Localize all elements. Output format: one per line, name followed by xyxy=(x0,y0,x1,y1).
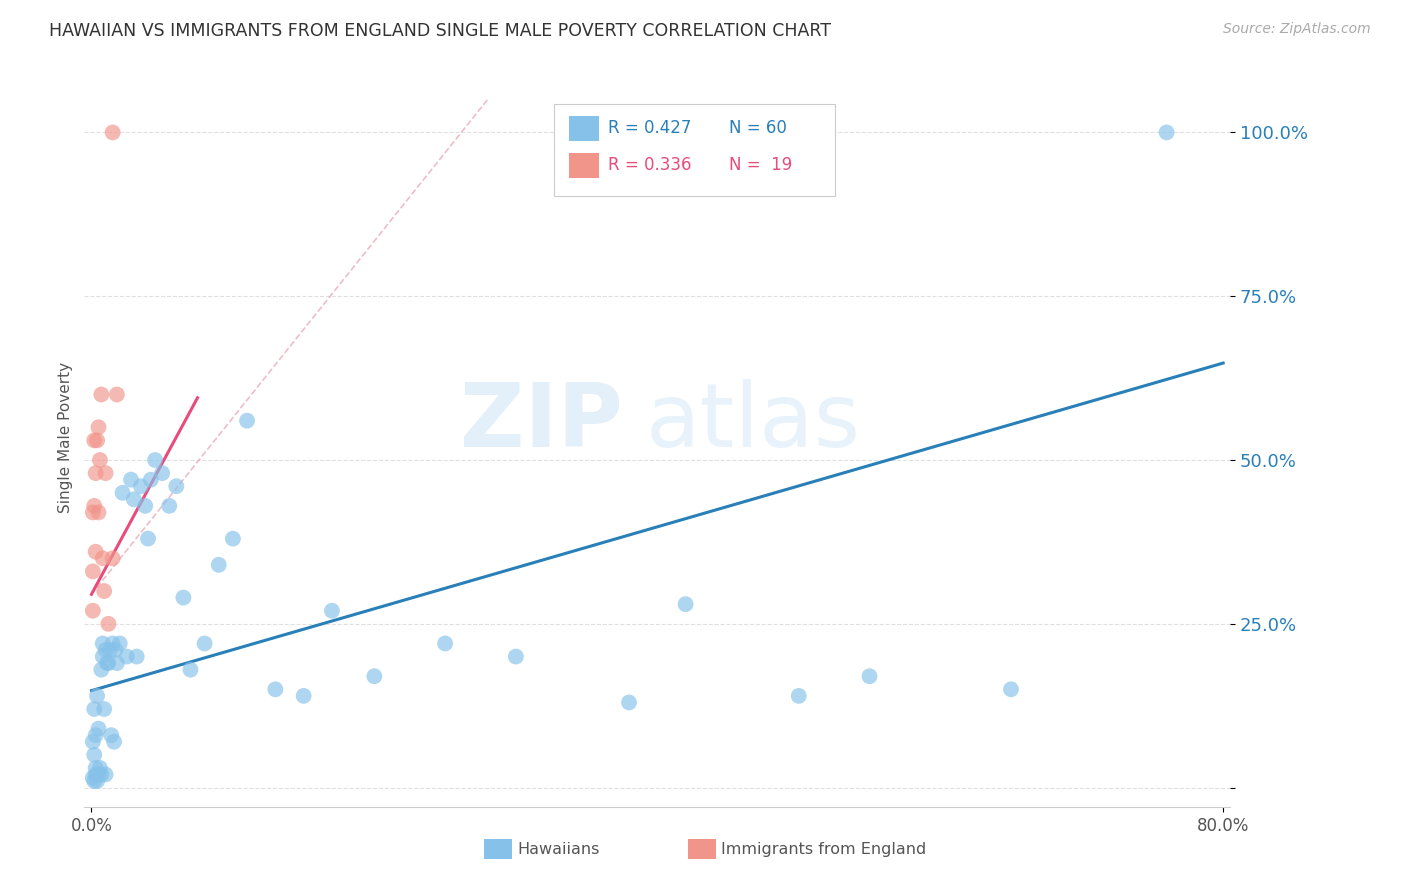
Text: R = 0.427: R = 0.427 xyxy=(607,120,692,137)
Point xyxy=(82,565,104,579)
FancyBboxPatch shape xyxy=(569,153,599,178)
Point xyxy=(89,761,111,775)
Point xyxy=(91,636,114,650)
Point xyxy=(134,499,156,513)
Point xyxy=(105,656,128,670)
Point xyxy=(84,466,107,480)
Point xyxy=(82,505,104,519)
Point xyxy=(82,604,104,618)
Point xyxy=(787,689,810,703)
Point xyxy=(93,584,115,599)
Point xyxy=(108,636,131,650)
Point xyxy=(105,387,128,401)
Text: ZIP: ZIP xyxy=(460,379,623,466)
Point xyxy=(82,735,104,749)
Point xyxy=(83,499,105,513)
Point xyxy=(115,649,138,664)
Point xyxy=(1156,125,1178,139)
Point xyxy=(222,532,245,546)
Point xyxy=(165,479,187,493)
Point xyxy=(84,728,107,742)
FancyBboxPatch shape xyxy=(569,116,599,141)
Point xyxy=(94,767,117,781)
Text: atlas: atlas xyxy=(645,379,860,466)
Point xyxy=(111,485,134,500)
FancyBboxPatch shape xyxy=(554,104,835,196)
Point xyxy=(858,669,880,683)
Point xyxy=(89,453,111,467)
Point xyxy=(157,499,180,513)
Point xyxy=(87,722,110,736)
Point xyxy=(100,728,122,742)
Point xyxy=(179,663,201,677)
Point xyxy=(292,689,315,703)
Point xyxy=(87,505,110,519)
Point xyxy=(82,771,104,785)
Point xyxy=(97,656,120,670)
Point xyxy=(104,643,127,657)
Text: N =  19: N = 19 xyxy=(730,156,793,174)
Point xyxy=(194,636,217,650)
Point xyxy=(94,643,117,657)
Text: Source: ZipAtlas.com: Source: ZipAtlas.com xyxy=(1223,22,1371,37)
Point xyxy=(94,466,117,480)
Text: Immigrants from England: Immigrants from England xyxy=(721,842,927,856)
Point xyxy=(125,649,148,664)
Point xyxy=(675,597,697,611)
Point xyxy=(86,774,108,789)
Y-axis label: Single Male Poverty: Single Male Poverty xyxy=(58,361,73,513)
Point xyxy=(122,492,145,507)
Point xyxy=(129,479,152,493)
Point xyxy=(83,747,105,762)
Point xyxy=(321,604,343,618)
Point xyxy=(84,761,107,775)
Point xyxy=(101,636,124,650)
Point xyxy=(363,669,385,683)
Point xyxy=(208,558,231,572)
Point xyxy=(101,125,124,139)
Point xyxy=(84,767,107,781)
Text: Hawaiians: Hawaiians xyxy=(517,842,600,856)
Text: N = 60: N = 60 xyxy=(730,120,787,137)
Point xyxy=(93,702,115,716)
Point xyxy=(617,695,640,709)
Point xyxy=(83,774,105,789)
Point xyxy=(172,591,194,605)
Point xyxy=(139,473,162,487)
Point xyxy=(84,545,107,559)
Point xyxy=(434,636,457,650)
Point xyxy=(86,689,108,703)
Point xyxy=(143,453,166,467)
Text: HAWAIIAN VS IMMIGRANTS FROM ENGLAND SINGLE MALE POVERTY CORRELATION CHART: HAWAIIAN VS IMMIGRANTS FROM ENGLAND SING… xyxy=(49,22,831,40)
Point xyxy=(91,649,114,664)
Text: R = 0.336: R = 0.336 xyxy=(607,156,692,174)
Point xyxy=(90,663,112,677)
Point xyxy=(264,682,287,697)
Point xyxy=(103,735,125,749)
Point xyxy=(1000,682,1022,697)
Point xyxy=(87,420,110,434)
Point xyxy=(97,616,120,631)
Point xyxy=(87,767,110,781)
Point xyxy=(96,656,118,670)
Point xyxy=(150,466,173,480)
Point xyxy=(98,643,121,657)
Point xyxy=(120,473,142,487)
Point xyxy=(91,551,114,566)
Point xyxy=(101,551,124,566)
Point xyxy=(236,414,259,428)
Point xyxy=(86,434,108,448)
Point xyxy=(90,767,112,781)
Point xyxy=(505,649,527,664)
Point xyxy=(83,434,105,448)
Point xyxy=(90,387,112,401)
Point xyxy=(83,702,105,716)
Point xyxy=(136,532,159,546)
